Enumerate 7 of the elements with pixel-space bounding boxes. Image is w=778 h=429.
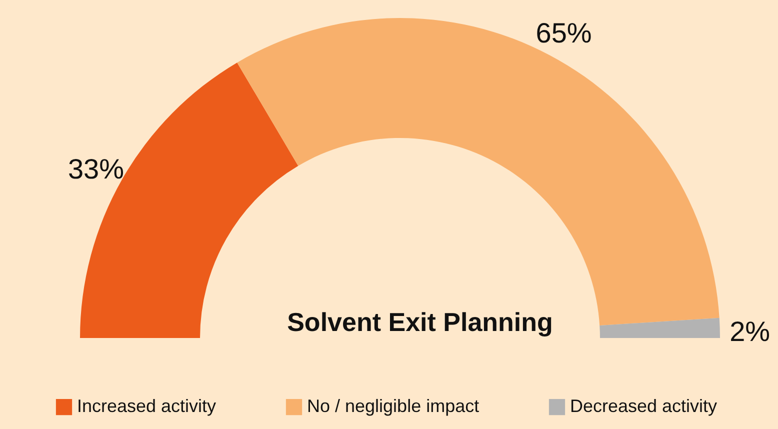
text: Solvent Exit Planning xyxy=(287,307,553,337)
data-label: 33% xyxy=(68,154,124,185)
data-label: 2% xyxy=(730,316,770,348)
data-label: 65% xyxy=(536,18,592,49)
legend-label: Decreased activity xyxy=(570,396,718,416)
legend-label: No / negligible impact xyxy=(307,396,480,416)
legend-label: Increased activity xyxy=(77,396,216,416)
